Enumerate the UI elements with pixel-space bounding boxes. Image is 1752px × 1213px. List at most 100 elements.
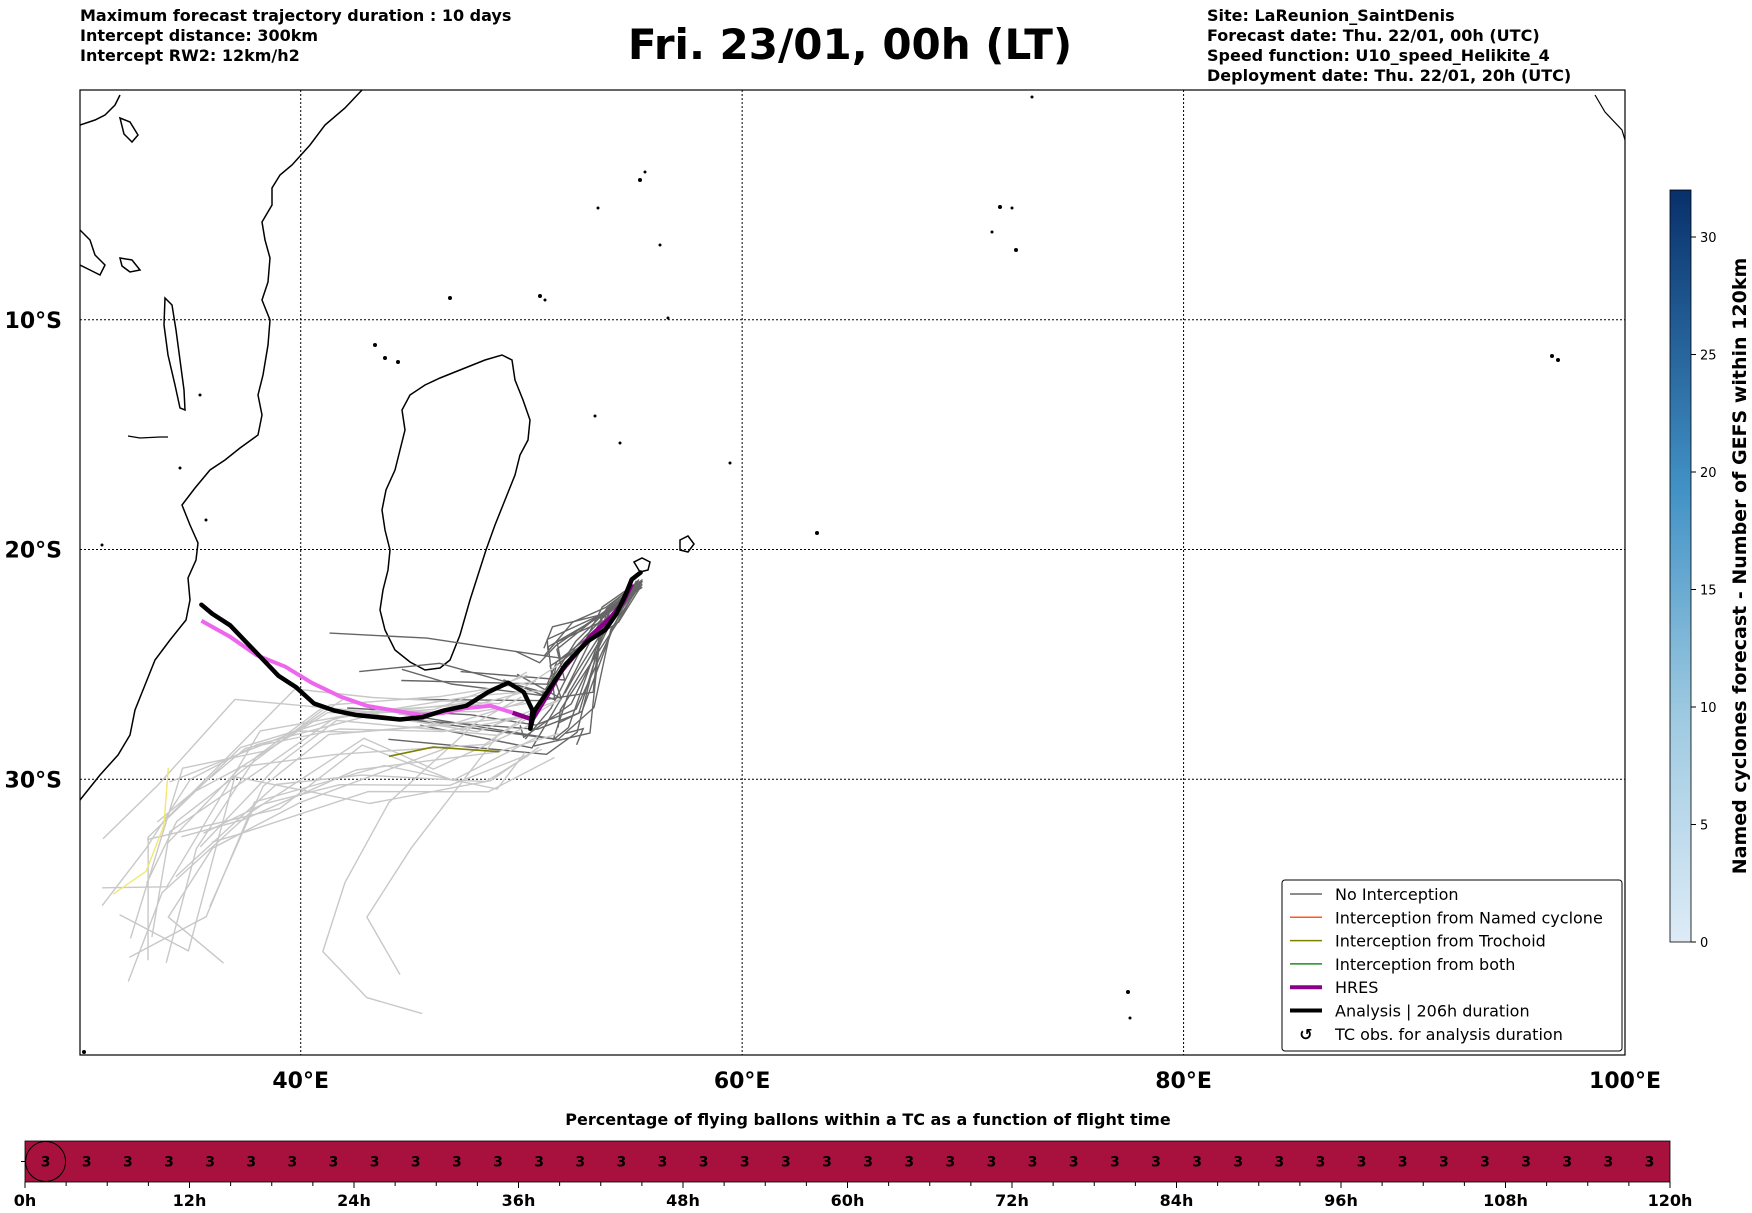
- strip-tick-label: 0h: [14, 1191, 37, 1210]
- lake-outline-2: [118, 257, 142, 273]
- ensemble-member-light: [129, 751, 526, 958]
- ensemble-member-dark: [347, 580, 639, 726]
- ensemble-member-light: [129, 696, 522, 939]
- ensemble-member-light: [366, 732, 500, 975]
- strip-value: 3: [1316, 1155, 1326, 1171]
- strip-value: 3: [781, 1155, 791, 1171]
- strip-value: 3: [411, 1155, 421, 1171]
- ensemble-member-light: [165, 698, 561, 963]
- map-legend: No Interception Interception from Named c…: [1281, 879, 1623, 1052]
- small-islands: [82, 95, 1625, 1054]
- strip-tick-label: 12h: [173, 1191, 207, 1210]
- strip-value: 3: [287, 1155, 297, 1171]
- strip-value: 3: [246, 1155, 256, 1171]
- ensemble-member-light: [175, 754, 530, 878]
- ensemble-member-light: [211, 756, 555, 843]
- ensemble-member-light: [181, 733, 559, 838]
- strip-tick-label: 36h: [502, 1191, 536, 1210]
- pale-member: [112, 767, 169, 895]
- strip-tick-label: 72h: [995, 1191, 1029, 1210]
- strip-value: 3: [1192, 1155, 1202, 1171]
- lat-label: 30°S: [5, 768, 62, 793]
- ensemble-member-light: [209, 716, 522, 907]
- colorbar-tick-label: 20: [1700, 466, 1717, 481]
- ensemble-member-dark: [565, 727, 585, 746]
- analysis-track: [199, 570, 643, 731]
- strip-tick-label: 84h: [1160, 1191, 1194, 1210]
- strip-value: 3: [1398, 1155, 1408, 1171]
- ensemble-member-dark: [388, 585, 638, 755]
- lon-label: 80°E: [1155, 1069, 1212, 1094]
- strip-value: 3: [1233, 1155, 1243, 1171]
- strip-value: 3: [740, 1155, 750, 1171]
- ensemble-member-light: [167, 744, 456, 964]
- ensemble-member-light: [102, 690, 530, 889]
- ensemble-member-light: [169, 701, 525, 783]
- map-frame: [79, 89, 1626, 1056]
- colorbar-ticks: 0 5 10 15 20 25 30: [1691, 231, 1717, 951]
- seychelles-islands: [1594, 94, 1625, 141]
- mauritius-island: [679, 535, 695, 553]
- ensemble-member-light: [203, 748, 543, 834]
- legend-box: [1281, 879, 1623, 1052]
- lon-label: 100°E: [1589, 1069, 1661, 1094]
- legend-symbol-icon: ↺: [1299, 1025, 1312, 1044]
- strip-value: 3: [370, 1155, 380, 1171]
- ensemble-member-light: [199, 699, 559, 848]
- map-panel: 10°S 20°S 30°S 40°E 60°E 80°E 100°E No Interce…: [5, 89, 1661, 1094]
- colorbar: 0 5 10 15 20 25 30 Named cyclones forecast - N…: [1669, 189, 1751, 951]
- strip-tick-label: 120h: [1648, 1191, 1693, 1210]
- legend-label: Interception from Named cyclone: [1335, 908, 1603, 927]
- lon-label: 40°E: [272, 1069, 329, 1094]
- axis-labels: 10°S 20°S 30°S 40°E 60°E 80°E 100°E: [5, 309, 1661, 1094]
- max-duration-text: Maximum forecast trajectory duration : 1…: [80, 6, 512, 25]
- strip-value: 3: [1110, 1155, 1120, 1171]
- strip-value: 3: [205, 1155, 215, 1171]
- strip-axis: 0h 12h 24h 36h 48h 60h 72h 84h 96h 108h 120h: [14, 1161, 1693, 1210]
- strip-value: 3: [82, 1155, 92, 1171]
- strip-value: 3: [41, 1155, 51, 1171]
- colorbar-tick-label: 30: [1700, 231, 1717, 246]
- strip-title: Percentage of flying ballons within a TC…: [565, 1110, 1171, 1129]
- strip-value: 3: [616, 1155, 626, 1171]
- speed-function-text: Speed function: U10_speed_Helikite_4: [1207, 46, 1550, 65]
- strip-value: 3: [534, 1155, 544, 1171]
- legend-label: TC obs. for analysis duration: [1334, 1025, 1563, 1044]
- intercept-rw2-text: Intercept RW2: 12km/h2: [80, 46, 300, 65]
- current-time-marker: [25, 1141, 67, 1182]
- strip-value: 3: [329, 1155, 339, 1171]
- strip-value: 3: [1151, 1155, 1161, 1171]
- strip-value: 3: [1645, 1155, 1655, 1171]
- colorbar-tick-label: 10: [1700, 701, 1717, 716]
- reunion-island: [632, 557, 651, 573]
- ensemble-member-light: [102, 674, 528, 840]
- coastlines: [80, 90, 1625, 1054]
- strip-bar: [24, 1140, 1671, 1183]
- ensemble-member-dark: [371, 585, 641, 741]
- legend-label: Interception from Trochoid: [1335, 932, 1546, 951]
- legend-label: HRES: [1335, 978, 1378, 997]
- strip-tick-label: 60h: [831, 1191, 865, 1210]
- graticule: [80, 90, 1625, 1055]
- strip-value: 3: [1562, 1155, 1572, 1171]
- ensemble-member-light: [322, 721, 478, 1015]
- strip-value: 3: [493, 1155, 503, 1171]
- lake-outline-3: [118, 116, 139, 144]
- island-bar: [127, 435, 168, 439]
- strip-value: 3: [1274, 1155, 1284, 1171]
- legend-label: Analysis | 206h duration: [1335, 1002, 1530, 1021]
- strip-tick-label: 96h: [1324, 1191, 1358, 1210]
- strip-value: 3: [987, 1155, 997, 1171]
- strip-tick-label: 24h: [337, 1191, 371, 1210]
- legend-label: No Interception: [1335, 885, 1459, 904]
- northwest-coastline: [80, 229, 106, 277]
- forecast-date-text: Forecast date: Thu. 22/01, 00h (UTC): [1207, 26, 1540, 45]
- strip-value: 3: [1521, 1155, 1531, 1171]
- lat-label: 10°S: [5, 309, 62, 334]
- strip-value: 3: [1028, 1155, 1038, 1171]
- lake-outline: [163, 296, 186, 412]
- legend-label: Interception from both: [1335, 955, 1515, 974]
- site-text: Site: LaReunion_SaintDenis: [1207, 6, 1455, 25]
- ensemble-member-dark: [460, 582, 643, 681]
- strip-tick-label: 48h: [666, 1191, 700, 1210]
